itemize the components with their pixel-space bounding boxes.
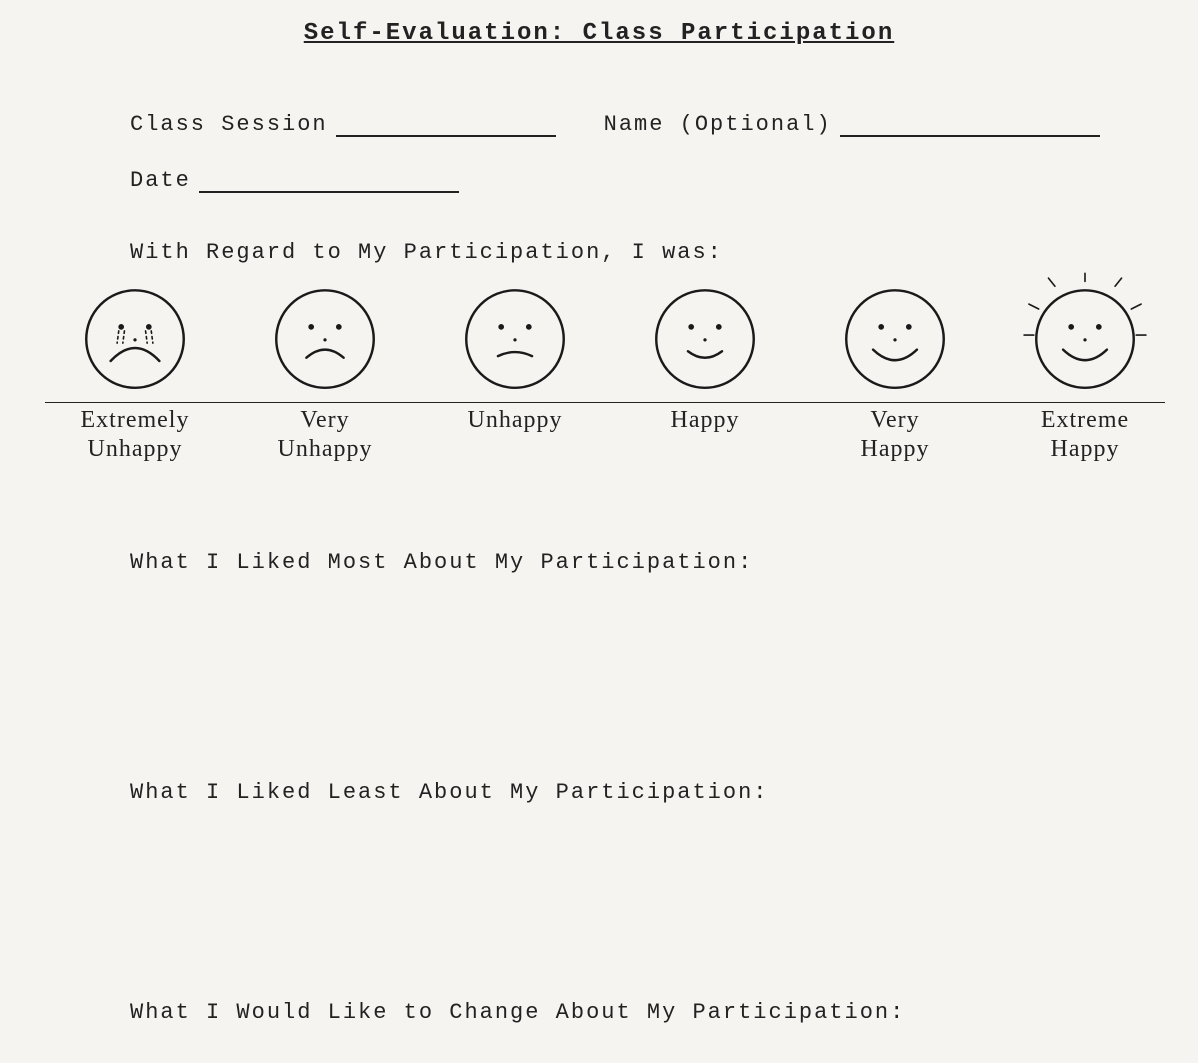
worksheet-page: Self-Evaluation: Class Participation Cla…: [0, 0, 1198, 1063]
face-label: Very Unhappy: [235, 406, 415, 464]
face-option-very-happy[interactable]: Very Happy: [805, 270, 985, 464]
face-option-happy[interactable]: Happy: [615, 270, 795, 435]
face-icon: [260, 270, 390, 400]
page-title: Self-Evaluation: Class Participation: [0, 20, 1198, 47]
face-label: Extreme Happy: [995, 406, 1175, 464]
face-option-unhappy[interactable]: Unhappy: [425, 270, 605, 435]
class-session-label: Class Session: [130, 112, 328, 137]
face-icon: [640, 270, 770, 400]
face-option-very-unhappy[interactable]: Very Unhappy: [235, 270, 415, 464]
face-label: Extremely Unhappy: [45, 406, 225, 464]
face-option-extremely-unhappy[interactable]: Extremely Unhappy: [45, 270, 225, 464]
face-label: Happy: [615, 406, 795, 435]
question-liked-least: What I Liked Least About My Participatio…: [130, 780, 769, 805]
face-icon: [450, 270, 580, 400]
date-blank[interactable]: [199, 169, 459, 193]
name-label: Name (Optional): [604, 112, 832, 137]
face-icon: [830, 270, 960, 400]
date-label: Date: [130, 168, 191, 193]
scale-prompt: With Regard to My Participation, I was:: [130, 240, 723, 265]
face-option-extreme-happy[interactable]: Extreme Happy: [995, 270, 1175, 464]
faces-scale: Extremely Unhappy Very Unhappy Unhappy: [45, 270, 1165, 480]
face-icon: [1020, 270, 1150, 400]
question-liked-most: What I Liked Most About My Participation…: [130, 550, 753, 575]
class-session-blank[interactable]: [336, 113, 556, 137]
face-label: Unhappy: [425, 406, 605, 435]
form-row-2: Date: [130, 168, 730, 193]
name-blank[interactable]: [840, 113, 1100, 137]
face-label: Very Happy: [805, 406, 985, 464]
face-icon: [70, 270, 200, 400]
question-change: What I Would Like to Change About My Par…: [130, 1000, 905, 1025]
form-row-1: Class Session Name (Optional): [130, 112, 1130, 137]
